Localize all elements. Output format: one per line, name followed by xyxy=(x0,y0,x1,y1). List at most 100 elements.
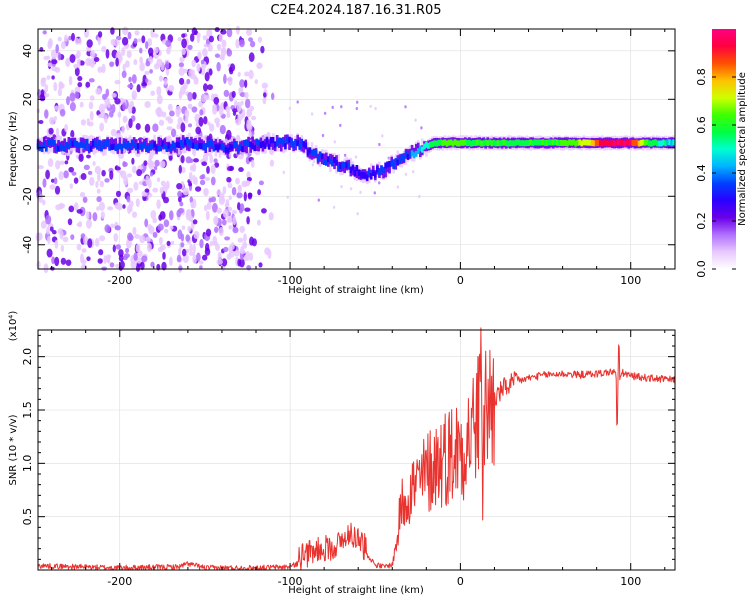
spectrogram-cell xyxy=(250,115,257,121)
spectrogram-ridge-cell xyxy=(77,142,81,149)
spectrogram-ridge-cell xyxy=(98,139,101,146)
spectrogram-cell xyxy=(157,223,164,231)
spectrogram-cell xyxy=(187,225,192,232)
spectrogram-ridge-cell xyxy=(500,139,504,146)
spectrogram-cell xyxy=(198,100,204,108)
spectrogram-cell xyxy=(58,171,64,181)
spectrogram-cell xyxy=(122,26,129,36)
spectrogram-ridge-cell xyxy=(400,154,404,161)
spectrogram-cell xyxy=(182,187,189,196)
spectrogram-ridge-cell xyxy=(237,136,240,151)
spectrogram-cell xyxy=(414,118,417,122)
spectrogram-ridge-cell xyxy=(300,138,304,145)
spectrogram-cell xyxy=(246,119,250,130)
spectrogram-ridge-cell xyxy=(275,140,279,147)
spectrogram-ridge-cell xyxy=(79,141,83,148)
spectrogram-ridge-cell xyxy=(83,143,87,150)
spectrogram-ridge-cell xyxy=(637,140,641,147)
spectrogram-cell xyxy=(258,180,264,186)
spectrogram-cell xyxy=(70,130,75,139)
spectrogram-ridge-cell xyxy=(314,150,318,156)
spectrogram-ridge-cell xyxy=(145,138,148,148)
spectrogram-cell xyxy=(169,256,173,266)
spectrogram-cell xyxy=(92,212,98,222)
spectrogram-ridge-cell xyxy=(96,136,99,147)
spectrogram-cell xyxy=(195,126,202,135)
spectrogram-cell xyxy=(246,177,252,182)
spectrogram-cell xyxy=(214,27,220,33)
snr-panel: -200 -100 0 100 0.5 1.0 1.5 2.0 Height of strai… xyxy=(8,311,676,596)
spectrogram-cell xyxy=(239,79,245,88)
spectrogram-cell xyxy=(78,153,84,162)
spectrogram-cell xyxy=(115,190,122,198)
spectrogram-cell xyxy=(244,71,250,77)
spectrogram-ridge-cell xyxy=(670,140,673,147)
spectrogram-cell xyxy=(261,208,267,214)
spectrogram-ridge-cell xyxy=(124,143,128,150)
snr-y-tick-label: 1.0 xyxy=(21,455,34,473)
spectrogram-ridge-cell xyxy=(120,136,124,151)
spectrogram-cell xyxy=(187,91,193,102)
spectrogram-cell xyxy=(54,256,60,267)
spectrogram-ridge-cell xyxy=(396,159,400,166)
spectrogram-cell xyxy=(216,207,223,214)
spectrogram-cell xyxy=(110,27,115,35)
spectrogram-cell xyxy=(59,108,66,117)
spectrogram-cell xyxy=(246,171,251,179)
spectrogram-ridge-cell xyxy=(288,136,291,143)
spectrogram-cell xyxy=(162,251,166,260)
spectrogram-ridge-cell xyxy=(555,139,559,146)
spectrogram-cell xyxy=(206,84,214,91)
spectrogram-cell xyxy=(197,51,202,60)
spectrogram-ridge-cell xyxy=(607,140,610,147)
spectrogram-cell xyxy=(343,153,347,157)
spectrogram-cell xyxy=(65,57,71,67)
spectrogram-ridge-cell xyxy=(300,141,304,152)
spectrogram-ridge-cell xyxy=(161,140,165,147)
spectrogram-ridge-cell xyxy=(190,136,193,147)
spectrogram-cell xyxy=(193,76,199,85)
spectrogram-cell xyxy=(208,123,215,132)
spectrogram-ridge-cell xyxy=(331,160,334,167)
spectrogram-cell xyxy=(205,210,210,221)
spectrogram-cell xyxy=(186,208,192,218)
spectrogram-cell xyxy=(152,231,158,238)
spectrogram-ridge-cell xyxy=(157,145,160,152)
spectrogram-ridge-cell xyxy=(333,159,336,170)
spectrogram-ridge-cell xyxy=(45,145,48,152)
spectrogram-cell xyxy=(220,48,227,58)
spectrogram-cell xyxy=(78,38,82,45)
spectrogram-ridge-cell xyxy=(339,162,342,169)
spectrogram-cell xyxy=(97,172,101,183)
spectrogram-cell xyxy=(226,48,233,57)
spectrogram-cell xyxy=(74,66,80,77)
spectrogram-cell xyxy=(165,180,170,190)
spectrogram-cell xyxy=(178,207,184,214)
spectrogram-ridge-cell xyxy=(654,139,657,146)
spectrogram-cell xyxy=(63,170,69,179)
spectrogram-cell xyxy=(189,196,194,204)
spectrogram-cell xyxy=(226,111,231,118)
spectrogram-cell xyxy=(203,43,208,48)
spectrogram-ridge-cell xyxy=(257,141,261,152)
spectrogram-ridge-cell xyxy=(517,139,520,146)
spectrogram-cell xyxy=(75,37,79,45)
spectrogram-ridge-cell xyxy=(218,143,222,150)
spectrogram-ridge-cell xyxy=(134,139,138,150)
spectrogram-cell xyxy=(187,44,193,51)
spectrogram-cell xyxy=(206,201,212,210)
spectrogram-cell xyxy=(184,109,190,119)
spectrogram-ridge-cell xyxy=(163,143,167,150)
spectrogram-cell xyxy=(321,133,325,138)
spectrogram-ridge-cell xyxy=(527,140,530,146)
spectrogram-cell xyxy=(244,207,251,212)
spectrogram-cell xyxy=(204,71,210,82)
spectrogram-cell xyxy=(181,38,187,49)
spectrogram-ridge-cell xyxy=(621,139,624,146)
spectrogram-ridge-cell xyxy=(394,158,398,165)
spectrogram-ridge-cell xyxy=(388,161,391,167)
spectrogram-cell xyxy=(89,57,96,68)
spectrogram-cell xyxy=(104,224,111,233)
spectrogram-ridge-cell xyxy=(378,169,381,176)
